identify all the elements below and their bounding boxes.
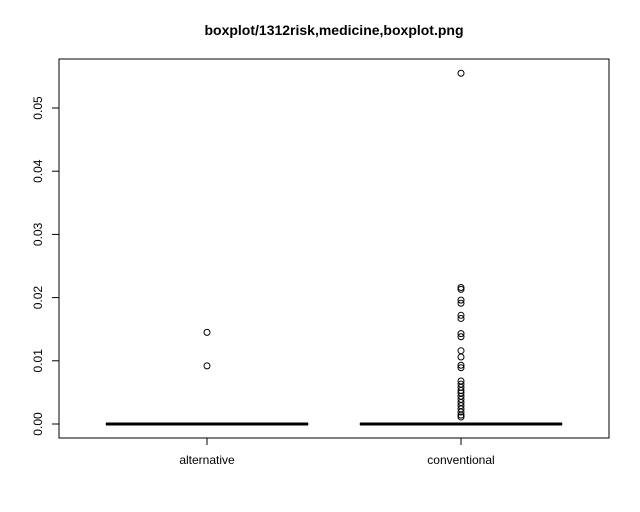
outlier-point [457, 283, 465, 291]
outlier-point [457, 314, 465, 322]
y-tick-label: 0.03 [31, 222, 45, 246]
outlier-point [457, 69, 465, 77]
x-tick-label: conventional [427, 453, 494, 467]
outlier-point [457, 413, 465, 421]
plot-frame [58, 58, 610, 439]
y-tick-label: 0.02 [31, 286, 45, 310]
y-tick-label: 0.00 [31, 412, 45, 436]
outlier-point [457, 364, 465, 372]
outlier-point [457, 353, 465, 361]
outlier-point [457, 333, 465, 341]
box-alternative [105, 328, 309, 426]
chart-title: boxplot/1312risk,medicine,boxplot.png [204, 22, 463, 38]
y-axis: 0.00 0.01 0.02 0.03 0.04 0.05 [31, 96, 60, 436]
outlier-point [457, 347, 465, 355]
box-conventional [359, 69, 563, 426]
y-tick-label: 0.05 [31, 96, 45, 120]
x-tick-label: alternative [179, 453, 235, 467]
boxes [105, 69, 563, 426]
outlier-point [457, 299, 465, 307]
x-axis: alternative conventional [179, 437, 495, 467]
outlier-point [203, 362, 211, 370]
outlier-point [457, 296, 465, 304]
outlier-point [203, 328, 211, 336]
outlier-point [457, 408, 465, 416]
outlier-point [457, 311, 465, 319]
outlier-point [457, 361, 465, 369]
outlier-point [457, 411, 465, 419]
y-tick-label: 0.04 [31, 159, 45, 183]
y-tick-label: 0.01 [31, 349, 45, 373]
outlier-point [457, 285, 465, 293]
outlier-point [457, 330, 465, 338]
